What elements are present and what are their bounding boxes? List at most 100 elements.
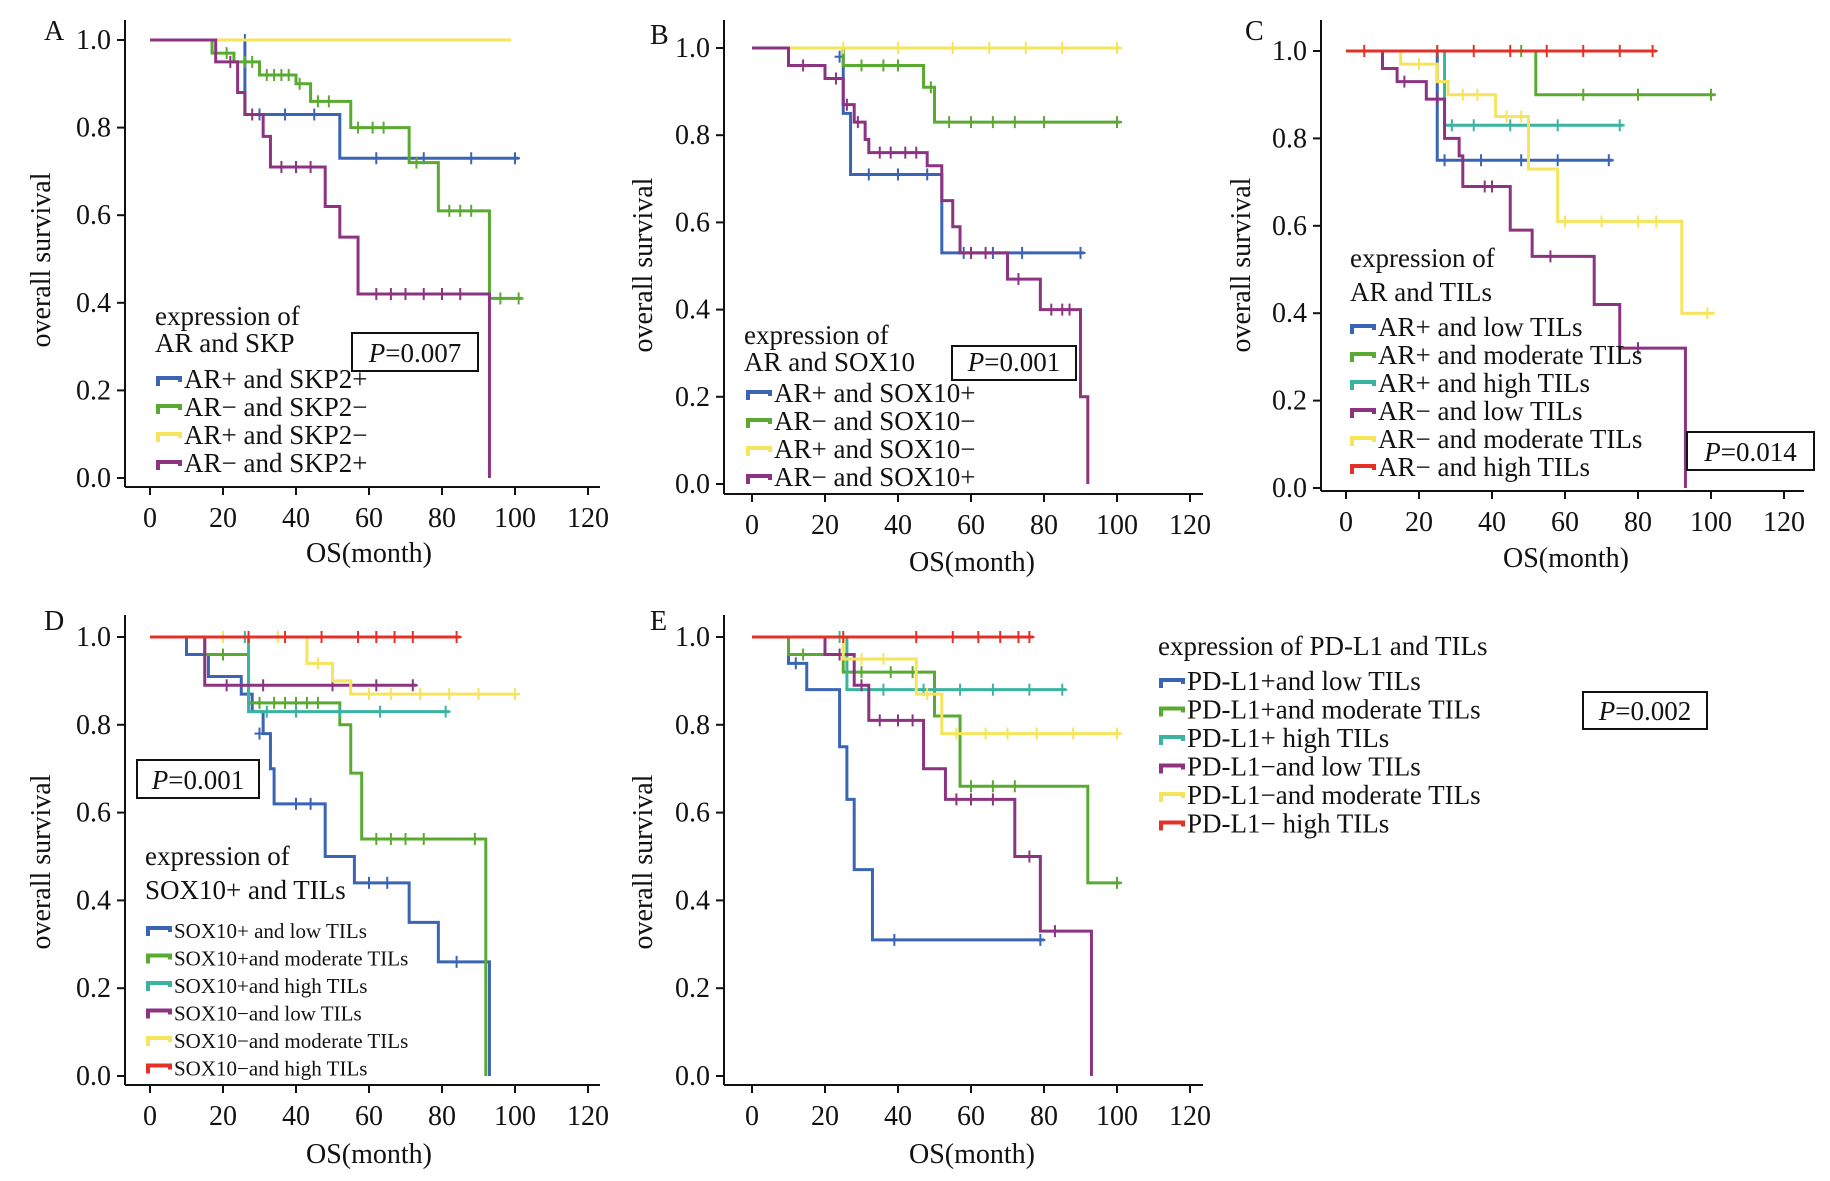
km-curve xyxy=(752,635,1046,946)
y-tick-label: 0.8 xyxy=(1272,123,1307,154)
survival-step-line xyxy=(150,635,417,687)
x-tick-label: 40 xyxy=(282,503,310,534)
panel-B: B 0.0 0.2 0.4 0.6 0.8 1.0 0 20 40 60 80 100 120 overal… xyxy=(628,20,1211,578)
y-axis-label: overall survival xyxy=(628,774,659,949)
legend-label: AR+ and high TILs xyxy=(1378,368,1590,398)
legend-swatch xyxy=(1159,763,1185,774)
legend-swatch xyxy=(146,1008,172,1019)
y-tick-label: 1.0 xyxy=(76,25,111,56)
panel-C: C 0.0 0.2 0.4 0.6 0.8 1.0 0 20 40 60 80 100 120 overal… xyxy=(1226,16,1815,574)
km-curve xyxy=(752,46,1122,129)
survival-step-line xyxy=(150,635,491,1076)
km-curve xyxy=(150,631,462,643)
panel-letter: C xyxy=(1245,16,1264,47)
x-tick-label: 100 xyxy=(494,503,536,534)
legend-swatch xyxy=(1350,324,1376,334)
km-curve xyxy=(1346,45,1658,57)
x-tick-label: 60 xyxy=(355,503,383,534)
survival-step-line xyxy=(1346,49,1687,488)
km-curve xyxy=(752,631,1035,643)
x-tick-label: 40 xyxy=(282,1101,310,1132)
km-curve xyxy=(752,635,1093,1076)
km-curve xyxy=(150,635,491,1076)
legend-title: AR and SKP xyxy=(155,328,295,358)
x-tick-label: 80 xyxy=(1030,510,1058,541)
x-tick-label: 100 xyxy=(1096,510,1138,541)
y-tick-label: 1.0 xyxy=(76,622,111,653)
x-tick-label: 100 xyxy=(1690,507,1732,538)
panel-letter: D xyxy=(44,606,64,637)
x-axis-label: OS(month) xyxy=(909,547,1035,578)
km-curve xyxy=(1346,45,1625,132)
km-curve xyxy=(150,635,418,692)
legend-swatch xyxy=(156,376,182,386)
x-tick-label: 40 xyxy=(1478,507,1506,538)
x-tick-label: 120 xyxy=(567,503,609,534)
p-value-label: P=0.014 xyxy=(1703,437,1797,467)
x-tick-label: 80 xyxy=(428,503,456,534)
y-tick-label: 0.2 xyxy=(675,382,710,413)
panel-letter: B xyxy=(650,20,669,51)
km-curve xyxy=(752,46,1090,484)
y-tick-label: 0.6 xyxy=(1272,211,1307,242)
legend-swatch xyxy=(1159,820,1185,831)
p-value-label: P=0.001 xyxy=(967,347,1060,377)
p-value-box xyxy=(951,345,1077,381)
km-curve xyxy=(150,38,491,478)
y-tick-label: 1.0 xyxy=(675,622,710,653)
legend-label: AR− and SOX10+ xyxy=(774,462,975,492)
x-tick-label: 40 xyxy=(884,1101,912,1132)
survival-step-line xyxy=(1346,49,1624,127)
survival-step-line xyxy=(752,635,1044,942)
legend-label: SOX10+and moderate TILs xyxy=(174,947,408,971)
y-tick-label: 0.2 xyxy=(675,973,710,1004)
x-tick-label: 60 xyxy=(957,510,985,541)
x-tick-label: 80 xyxy=(428,1101,456,1132)
panel-E: E 0.0 0.2 0.4 0.6 0.8 1.0 0 20 40 60 80 100 120 overal… xyxy=(628,606,1708,1170)
legend-title: expression of xyxy=(155,301,300,331)
y-tick-label: 0.4 xyxy=(1272,298,1307,329)
km-curve xyxy=(1346,49,1715,320)
p-value-label: P=0.001 xyxy=(151,765,244,795)
x-tick-label: 0 xyxy=(143,503,157,534)
x-tick-label: 0 xyxy=(143,1101,157,1132)
legend: expression of SOX10+ and TILs SOX10+ and l… xyxy=(145,841,408,1081)
legend-label: PD-L1+and low TILs xyxy=(1187,666,1421,696)
legend-swatch xyxy=(146,981,172,991)
legend-label: AR+ and SOX10+ xyxy=(774,378,975,408)
y-tick-label: 0.8 xyxy=(675,120,710,151)
survival-step-line xyxy=(1346,49,1715,315)
legend-label: AR− and high TILs xyxy=(1378,452,1590,482)
legend-swatch xyxy=(1159,706,1185,717)
km-curve xyxy=(1346,49,1687,488)
panel-D: D 0.0 0.2 0.4 0.6 0.8 1.0 0 20 40 60 80 100 120 overal… xyxy=(26,606,609,1170)
y-tick-label: 0.0 xyxy=(675,469,710,500)
legend-label: AR− and SKP2− xyxy=(184,392,367,422)
legend-label: SOX10−and moderate TILs xyxy=(174,1029,408,1053)
x-tick-label: 60 xyxy=(1551,507,1579,538)
legend-label: PD-L1−and moderate TILs xyxy=(1187,780,1481,810)
y-tick-label: 0.0 xyxy=(675,1061,710,1092)
legend-swatch xyxy=(146,1063,172,1074)
legend-swatch xyxy=(146,926,172,936)
x-tick-label: 0 xyxy=(745,1101,759,1132)
legend-swatch xyxy=(146,1036,172,1046)
legend-label: AR+ and SKP2+ xyxy=(184,364,367,394)
legend-swatch xyxy=(1159,792,1185,802)
legend-swatch xyxy=(1350,436,1376,446)
legend-swatch xyxy=(746,390,772,400)
legend-label: AR+ and SOX10− xyxy=(774,434,975,464)
y-tick-label: 0.8 xyxy=(675,710,710,741)
x-axis-label: OS(month) xyxy=(306,538,432,569)
legend: expression of AR and TILs AR+ and low TILs… xyxy=(1350,243,1642,482)
y-axis-label: overall survival xyxy=(26,774,57,949)
y-tick-label: 0.4 xyxy=(76,885,111,916)
legend-swatch xyxy=(746,474,772,484)
legend-label: AR− and low TILs xyxy=(1378,396,1582,426)
x-tick-label: 120 xyxy=(1169,1101,1211,1132)
p-value-label: P=0.007 xyxy=(368,338,461,368)
p-value-label: P=0.002 xyxy=(1598,696,1691,726)
x-tick-label: 80 xyxy=(1030,1101,1058,1132)
